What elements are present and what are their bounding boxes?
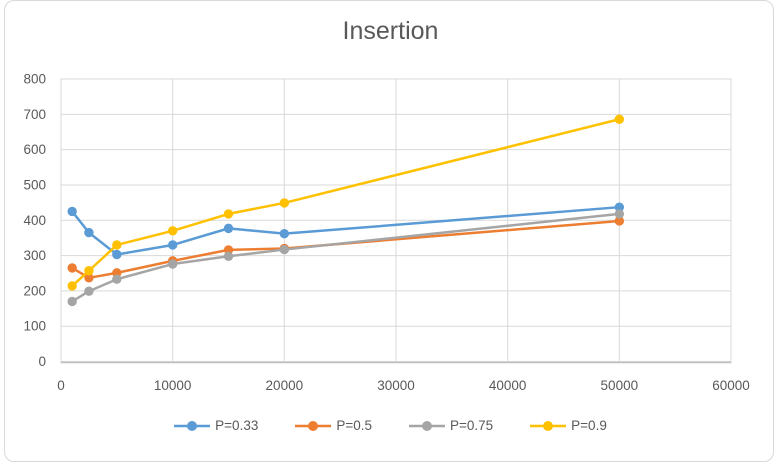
legend-line-marker-icon [174, 420, 211, 431]
legend-item-2[interactable]: P=0.75 [409, 418, 493, 433]
series-3-data-point [67, 281, 77, 291]
series-2-data-point [84, 286, 94, 296]
series-1-data-point [614, 216, 625, 226]
x-axis-tick-label: 50000 [601, 378, 639, 393]
series-3-data-point [279, 198, 290, 208]
legend-item-1[interactable]: P=0.5 [295, 418, 372, 433]
series-line-3[interactable] [71, 118, 620, 287]
series-2-data-point [112, 274, 122, 284]
y-axis-tick-label: 100 [23, 319, 46, 334]
series-0-data-point [84, 227, 94, 238]
chart-title[interactable]: Insertion [342, 17, 439, 45]
x-axis-tick-label: 40000 [489, 378, 527, 393]
x-axis-tick-label: 30000 [377, 378, 415, 393]
y-axis-tick-label: 800 [23, 72, 46, 87]
series-0-data-point [614, 202, 625, 212]
series-line-0[interactable] [71, 205, 620, 256]
series-0-data-point [223, 223, 234, 234]
series-2-data-point [279, 244, 290, 255]
series-0-data-point [167, 240, 178, 250]
series-2-data-point [223, 251, 234, 261]
y-axis-tick-label: 700 [23, 107, 46, 122]
y-axis-tick-label: 0 [38, 354, 46, 369]
series-1-data-point [67, 263, 77, 273]
chart-legend: P=0.33 P=0.5 P=0.75 P=0.9 [0, 418, 781, 433]
series-2-data-point [67, 296, 77, 307]
y-axis-tick-label: 500 [23, 177, 46, 192]
legend-label: P=0.5 [336, 418, 372, 433]
y-axis-tick-label: 400 [23, 213, 46, 228]
y-axis-tick-label: 600 [23, 142, 46, 157]
legend-line-marker-icon [409, 420, 445, 431]
legend-label: P=0.33 [215, 418, 259, 433]
series-3-data-point [223, 209, 234, 219]
x-axis-tick-label: 20000 [266, 378, 304, 393]
series-0-data-point [279, 228, 290, 239]
x-axis-tick-label: 0 [57, 378, 65, 393]
series-1-data-point [84, 273, 94, 283]
x-axis-tick-label: 10000 [154, 378, 192, 393]
series-3-data-point [167, 226, 178, 236]
legend-line-marker-icon [530, 420, 567, 431]
legend-label: P=0.9 [571, 418, 607, 433]
legend-item-3[interactable]: P=0.9 [530, 418, 607, 433]
series-3-data-point [614, 114, 625, 124]
series-0-data-point [67, 206, 77, 217]
series-2-data-point [614, 209, 625, 219]
x-axis-tick-label: 60000 [712, 378, 750, 393]
legend-label: P=0.75 [450, 418, 494, 433]
series-3-data-point [84, 266, 94, 276]
legend-item-0[interactable]: P=0.33 [174, 418, 258, 433]
y-axis-tick-label: 200 [23, 283, 46, 298]
series-2-data-point [167, 259, 178, 269]
legend-line-marker-icon [295, 420, 332, 431]
series-0-data-point [112, 249, 122, 260]
series-3-data-point [112, 240, 122, 250]
y-axis-tick-label: 300 [23, 248, 46, 263]
chart-frame-border [4, 0, 774, 462]
